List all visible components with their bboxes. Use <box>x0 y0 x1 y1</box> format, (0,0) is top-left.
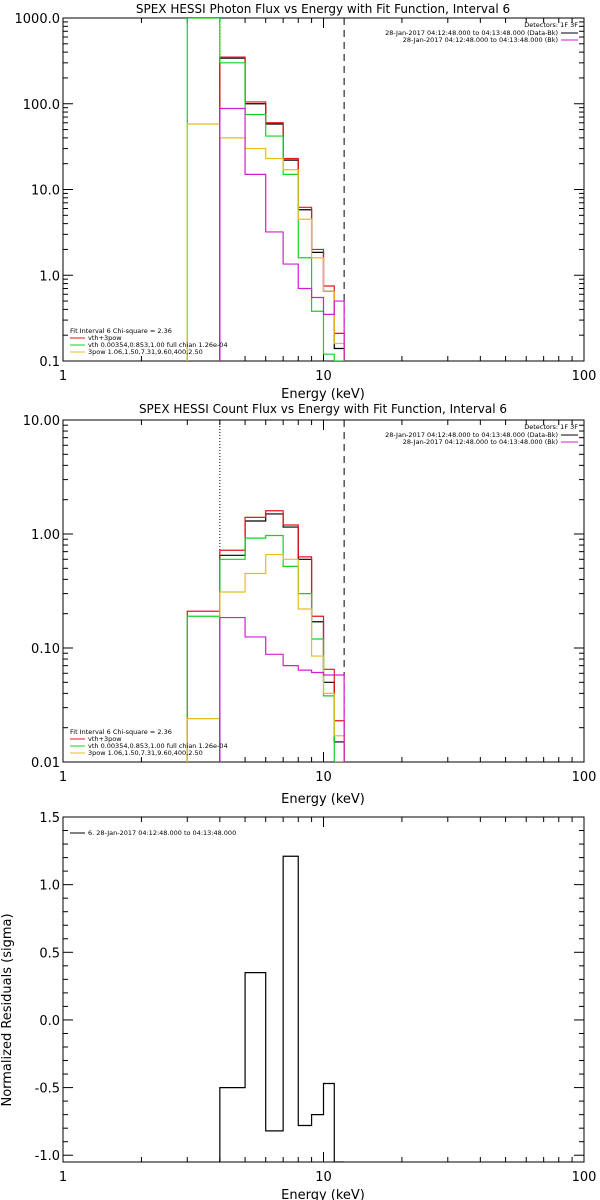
legend-left-entry: vth+3pow <box>88 735 122 743</box>
y-tick-label: 1.00 <box>31 528 60 543</box>
photon-flux-panel: SPEX HESSI Photon Flux vs Energy with Fi… <box>15 2 597 402</box>
legend-left-entry: vth+3pow <box>88 334 122 342</box>
y-tick-label: 0.0 <box>39 1014 60 1029</box>
series-step-line <box>219 57 345 361</box>
y-tick-label: 1.5 <box>39 811 60 826</box>
legend-right-entry: 28-Jan-2017 04:12:48.000 to 04:13:48.000… <box>403 438 558 446</box>
x-tick-label: 1 <box>59 369 67 384</box>
y-tick-label: 1.0 <box>39 879 60 894</box>
count-flux-xlabel: Energy (keV) <box>281 792 365 807</box>
legend-left-entry: vth 0.00354,0.853,1.00 full chian 1.26e-… <box>88 341 228 349</box>
x-tick-label: 100 <box>572 369 597 384</box>
y-tick-label: 0.10 <box>31 642 60 657</box>
series-step-line <box>219 107 345 361</box>
y-tick-label: 0.1 <box>39 355 60 370</box>
x-tick-label: 10 <box>315 369 332 384</box>
x-tick-label: 100 <box>572 770 597 785</box>
y-tick-label: 10.00 <box>23 414 60 429</box>
series-step-line <box>219 616 345 762</box>
series-step-line <box>219 855 345 1162</box>
x-tick-label: 100 <box>572 1170 597 1185</box>
y-tick-label: -1.0 <box>35 1149 60 1164</box>
series-step-line <box>186 18 345 361</box>
residuals-xlabel: Energy (keV) <box>281 1188 365 1200</box>
series-step-line <box>186 534 345 762</box>
plot-frame <box>62 419 585 763</box>
legend-right-header: Detectors: 1F 3F <box>524 423 578 431</box>
residuals-ylabel: Normalized Residuals (sigma) <box>0 913 15 1106</box>
y-tick-label: -0.5 <box>35 1082 60 1097</box>
legend-left-entry: 6. 28-Jan-2017 04:12:48.000 to 04:13:48.… <box>88 829 236 837</box>
y-tick-label: 0.01 <box>31 756 60 771</box>
legend-left-header: Fit Interval 6 Chi-square = 2.36 <box>70 327 172 335</box>
residuals-panel: Energy (keV) Normalized Residuals (sigma… <box>0 811 596 1200</box>
legend-right-entry: 28-Jan-2017 04:12:48.000 to 04:13:48.000… <box>385 431 558 439</box>
x-tick-label: 10 <box>315 1170 332 1185</box>
count-flux-panel: SPEX HESSI Count Flux vs Energy with Fit… <box>23 402 597 807</box>
legend-left-entry: vth 0.00354,0.853,1.00 full chian 1.26e-… <box>88 742 228 750</box>
y-tick-label: 0.5 <box>39 946 60 961</box>
series-step-line <box>219 513 345 762</box>
x-tick-label: 1 <box>59 1170 67 1185</box>
y-tick-label: 100.0 <box>23 98 60 113</box>
count-flux-title: SPEX HESSI Count Flux vs Energy with Fit… <box>139 402 507 416</box>
series-step-line <box>186 123 345 361</box>
y-tick-label: 10.0 <box>31 184 60 199</box>
series-step-line <box>186 553 345 762</box>
legend-left-header: Fit Interval 6 Chi-square = 2.36 <box>70 728 172 736</box>
y-tick-label: 1000.0 <box>15 12 61 27</box>
series-step-line <box>186 510 345 762</box>
photon-flux-xlabel: Energy (keV) <box>281 387 365 402</box>
legend-left-entry: 3pow 1.06,1.50,7.31,9.60,400,2.50 <box>88 749 203 757</box>
x-tick-label: 10 <box>315 770 332 785</box>
legend-right-entry: 28-Jan-2017 04:12:48.000 to 04:13:48.000… <box>403 36 558 44</box>
legend-left-entry: 3pow 1.06,1.50,7.31,9.60,400,2.50 <box>88 348 203 356</box>
y-tick-label: 1.0 <box>39 269 60 284</box>
photon-flux-title: SPEX HESSI Photon Flux vs Energy with Fi… <box>136 2 510 16</box>
series-step-line <box>219 56 345 361</box>
legend-right-header: Detectors: 1F 3F <box>524 21 578 29</box>
x-tick-label: 1 <box>59 770 67 785</box>
legend-right-entry: 28-Jan-2017 04:12:48.000 to 04:13:48.000… <box>385 29 558 37</box>
